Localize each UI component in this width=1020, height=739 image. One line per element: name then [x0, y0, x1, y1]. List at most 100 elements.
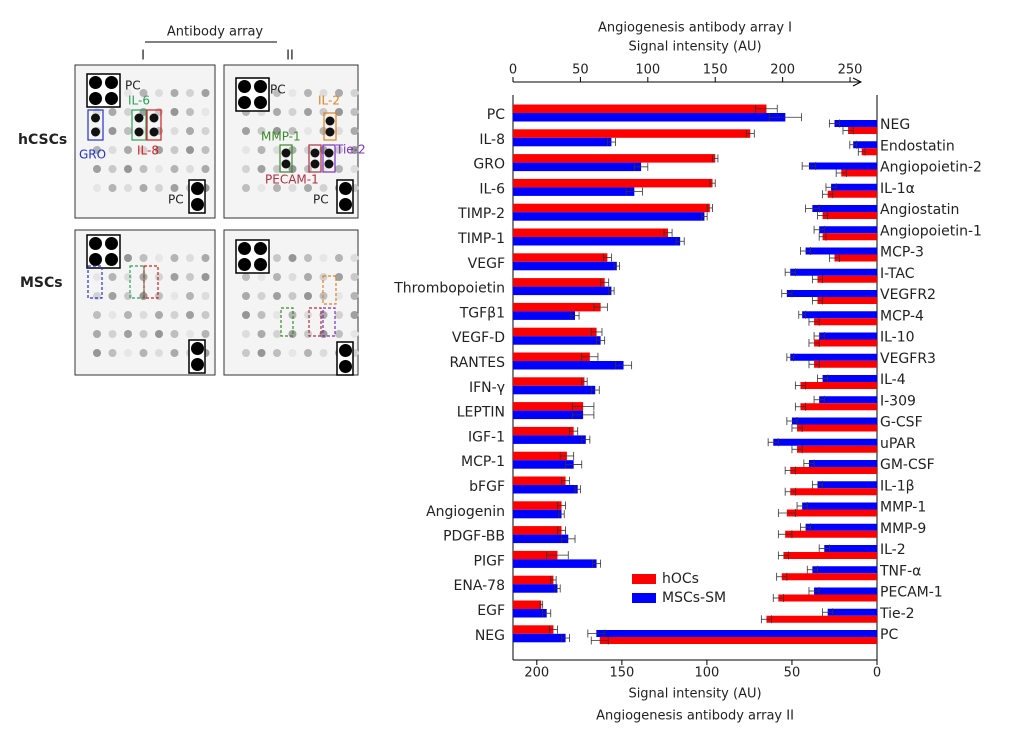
bar [513, 187, 635, 196]
blot-spot [273, 273, 281, 281]
blot-spot [242, 292, 250, 300]
bar [513, 385, 596, 395]
blot-spot [186, 311, 194, 319]
pc-spot [254, 96, 267, 109]
blot-spot [242, 165, 250, 173]
y-tick-label: EGF [477, 603, 505, 619]
pc-spot [339, 182, 352, 195]
bar [513, 550, 558, 560]
bar [513, 278, 605, 287]
blot-spot [186, 273, 194, 281]
blot-spot [335, 165, 343, 173]
bar [797, 424, 877, 432]
highlight-box [131, 109, 147, 141]
x-tick-label: 100 [694, 666, 719, 681]
blot-spot [186, 330, 194, 338]
highlight-box [308, 307, 322, 337]
x-axis-label: Signal intensity (AU) [628, 40, 761, 55]
y-tick-label: LEPTIN [457, 405, 505, 421]
x-tick-label: 0 [509, 63, 517, 78]
blot-spot [108, 165, 117, 173]
blot-spot [155, 330, 163, 338]
bar [513, 212, 705, 221]
blot-spot [108, 127, 117, 135]
y-tick-label: IFN-γ [469, 380, 505, 396]
blot-spot [93, 349, 101, 357]
bar [817, 297, 877, 304]
blot-spot [242, 311, 250, 319]
blot-spot [186, 127, 194, 135]
blot-spot [304, 89, 312, 97]
blot-spot [304, 184, 312, 192]
bar [802, 502, 877, 510]
bar [513, 426, 574, 436]
blot-spot [124, 311, 132, 319]
bar [513, 377, 585, 386]
blot-spot [139, 165, 148, 173]
blot-spot [325, 116, 335, 126]
blot-spot [242, 330, 250, 338]
blot-spot [149, 113, 159, 123]
blot-spot [319, 254, 328, 262]
pc-spot [238, 242, 251, 255]
x-tick-label: 50 [784, 666, 801, 681]
blot-label: PECAM-1 [265, 173, 319, 187]
blot-label: PC [313, 193, 329, 207]
legend-swatch [632, 593, 656, 603]
y-tick-label: PDGF-BB [443, 529, 505, 545]
bar [783, 552, 877, 559]
bar [513, 609, 547, 618]
blot-label: PC [168, 193, 184, 207]
y-tick-label: VEGFR2 [880, 287, 936, 303]
bar [812, 566, 877, 574]
blot-spot [350, 330, 359, 338]
y-tick-label: bFGF [469, 479, 505, 495]
blot-spot [201, 146, 210, 154]
blot-spot [288, 108, 297, 116]
blot-spot [257, 127, 266, 135]
blot-spot [170, 89, 179, 97]
blot-spot [170, 127, 179, 135]
bar [513, 327, 597, 337]
bar [778, 594, 877, 602]
blot-spot [288, 292, 297, 300]
bar [791, 417, 877, 425]
y-tick-label: IGF-1 [468, 429, 505, 445]
highlight-box [143, 265, 159, 299]
y-tick-label: NEG [475, 628, 505, 644]
blot-header: Antibody array [167, 25, 264, 40]
y-tick-label: PC [487, 107, 505, 123]
bar [827, 190, 877, 198]
blot-spot [155, 184, 163, 192]
pc-spot [191, 342, 204, 355]
bar [513, 575, 554, 585]
blot-spot [134, 127, 144, 137]
bar [513, 154, 716, 163]
blot-column: II [286, 49, 294, 64]
bar [513, 336, 601, 345]
highlight-box [322, 144, 336, 173]
blot-spot [93, 184, 101, 192]
blot-spot [273, 254, 281, 262]
blot-spot [257, 330, 266, 338]
blot-spot [134, 113, 144, 123]
highlight-box [146, 109, 162, 141]
blot-spot [273, 311, 281, 319]
bar [599, 637, 877, 644]
highlight-box [87, 109, 104, 141]
bar [790, 353, 877, 361]
bar [513, 476, 566, 485]
y-tick-label: IL-2 [880, 542, 906, 558]
blot-spot [273, 292, 281, 300]
blot-spot [273, 184, 281, 192]
legend-label: MSCs-SM [662, 590, 726, 606]
blot-spot [155, 146, 163, 154]
y-tick-label: TGFβ1 [459, 305, 505, 321]
bar [513, 286, 612, 296]
bar [800, 382, 877, 389]
blot-spot [170, 311, 179, 319]
bar [513, 162, 642, 172]
y-tick-label: PECAM-1 [880, 585, 943, 601]
blot-spot [108, 349, 117, 357]
y-tick-label: MCP-4 [880, 308, 924, 324]
